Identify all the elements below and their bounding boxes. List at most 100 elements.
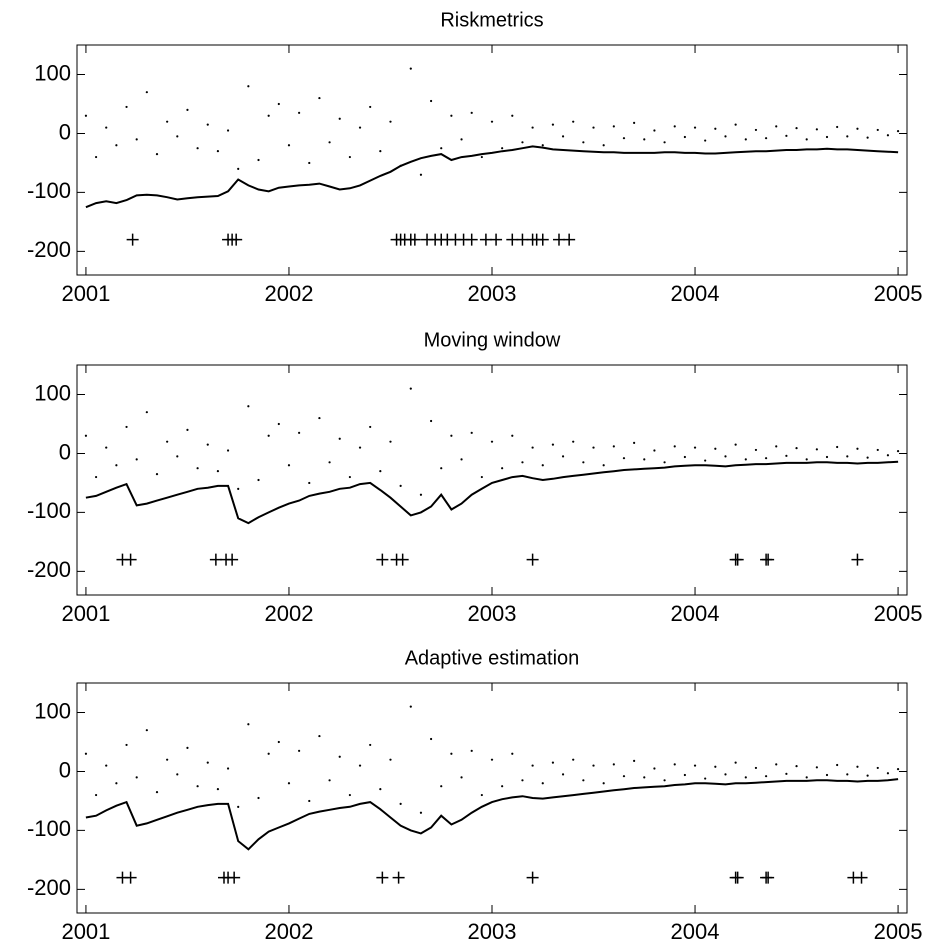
return-dot bbox=[105, 126, 108, 129]
return-dot bbox=[369, 743, 372, 747]
return-dot bbox=[602, 144, 605, 147]
return-dot bbox=[815, 448, 818, 451]
exceedance-marker bbox=[762, 553, 775, 566]
return-dot bbox=[602, 464, 605, 467]
return-dot bbox=[876, 766, 879, 770]
return-dot bbox=[764, 775, 768, 778]
exceedance-marker bbox=[396, 553, 409, 566]
return-dot bbox=[196, 785, 199, 788]
return-dot bbox=[480, 793, 483, 797]
return-dot bbox=[94, 793, 98, 797]
return-dot bbox=[226, 449, 230, 452]
return-dot bbox=[673, 763, 676, 766]
return-dot bbox=[409, 67, 412, 70]
return-dot bbox=[318, 734, 321, 738]
return-dot bbox=[196, 147, 199, 150]
return-dot bbox=[896, 450, 900, 453]
return-dot bbox=[358, 446, 362, 449]
x-tick-label: 2004 bbox=[671, 919, 720, 944]
return-dot bbox=[176, 135, 179, 138]
return-dot bbox=[775, 125, 778, 128]
return-dot bbox=[501, 147, 504, 150]
return-dot bbox=[754, 448, 758, 452]
x-tick-label: 2001 bbox=[61, 919, 110, 944]
return-dot bbox=[257, 158, 260, 162]
return-dot bbox=[653, 129, 656, 132]
x-tick-label: 2002 bbox=[264, 601, 313, 626]
return-dot bbox=[896, 768, 900, 771]
exceedance-marker bbox=[526, 553, 539, 566]
return-dot bbox=[115, 782, 118, 785]
return-dot bbox=[155, 153, 159, 156]
return-dot bbox=[84, 752, 88, 755]
var-line bbox=[85, 460, 899, 525]
return-dot bbox=[105, 764, 108, 767]
return-dot bbox=[724, 455, 727, 458]
return-dot bbox=[287, 464, 291, 467]
return-dot bbox=[196, 467, 199, 470]
return-dot bbox=[318, 96, 321, 100]
y-tick-label: -200 bbox=[27, 557, 71, 582]
exceedance-marker bbox=[731, 871, 744, 884]
return-dot bbox=[724, 773, 727, 776]
return-dot bbox=[693, 446, 697, 449]
return-dot bbox=[541, 782, 544, 785]
return-dot bbox=[836, 445, 839, 449]
return-dot bbox=[805, 138, 808, 141]
return-dot bbox=[683, 455, 686, 459]
return-dot bbox=[226, 129, 230, 132]
return-dot bbox=[551, 761, 555, 764]
chart-title: Moving window bbox=[424, 329, 561, 351]
return-dot bbox=[125, 743, 128, 747]
y-tick-label: 100 bbox=[34, 380, 71, 405]
return-dot bbox=[592, 764, 595, 767]
return-dot bbox=[166, 758, 169, 761]
return-dot bbox=[775, 445, 778, 448]
x-tick-label: 2004 bbox=[671, 601, 720, 626]
y-tick-label: 0 bbox=[59, 439, 71, 464]
return-dot bbox=[358, 764, 362, 767]
exceedance-marker bbox=[228, 871, 241, 884]
return-dot bbox=[480, 155, 483, 159]
return-dot bbox=[450, 434, 453, 437]
return-dot bbox=[277, 740, 280, 744]
return-dot bbox=[277, 422, 280, 426]
return-dot bbox=[693, 126, 697, 129]
return-dot bbox=[886, 454, 890, 457]
return-dot bbox=[846, 773, 849, 776]
return-dot bbox=[531, 126, 534, 129]
return-dot bbox=[419, 173, 423, 176]
return-dot bbox=[825, 773, 829, 777]
x-tick-label: 2002 bbox=[264, 281, 313, 306]
y-tick-label: 100 bbox=[34, 698, 71, 723]
return-dot bbox=[683, 135, 686, 139]
return-dot bbox=[572, 440, 575, 443]
return-dot bbox=[683, 773, 686, 777]
return-dot bbox=[531, 446, 534, 449]
return-dot bbox=[795, 765, 798, 768]
return-dot bbox=[105, 446, 108, 449]
return-dot bbox=[785, 454, 788, 457]
return-dot bbox=[369, 425, 372, 429]
return-dot bbox=[886, 134, 890, 137]
return-dot bbox=[318, 416, 321, 420]
var-line bbox=[85, 778, 899, 851]
return-dot bbox=[633, 441, 636, 444]
return-dot bbox=[470, 431, 473, 434]
return-dot bbox=[145, 411, 148, 414]
return-dot bbox=[135, 458, 138, 461]
return-dot bbox=[216, 150, 220, 153]
return-dot bbox=[379, 470, 382, 473]
return-dot bbox=[643, 138, 646, 141]
return-dot bbox=[886, 772, 890, 775]
return-dot bbox=[237, 805, 240, 808]
return-dot bbox=[582, 141, 585, 144]
exceedance-marker bbox=[408, 233, 421, 246]
return-dot bbox=[166, 440, 169, 443]
return-dot bbox=[369, 105, 372, 109]
return-dot bbox=[876, 128, 879, 132]
x-tick-label: 2003 bbox=[468, 601, 517, 626]
return-dot bbox=[501, 785, 504, 788]
return-dot bbox=[511, 752, 514, 755]
return-dot bbox=[145, 91, 148, 94]
